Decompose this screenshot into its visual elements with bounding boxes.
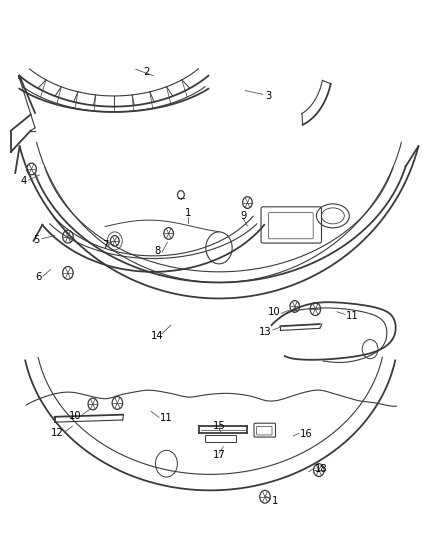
Text: 6: 6 — [35, 272, 42, 282]
Text: 16: 16 — [300, 430, 313, 439]
Text: 1: 1 — [185, 208, 191, 218]
Text: 18: 18 — [315, 464, 328, 474]
Text: 13: 13 — [259, 327, 272, 336]
Text: 11: 11 — [346, 311, 359, 320]
Text: 15: 15 — [212, 422, 226, 431]
Text: 9: 9 — [240, 211, 246, 221]
Text: 10: 10 — [68, 411, 81, 421]
Text: 2: 2 — [144, 67, 150, 77]
Text: 3: 3 — [265, 91, 271, 101]
Bar — [205, 435, 236, 442]
Text: 14: 14 — [152, 331, 164, 341]
Text: 4: 4 — [21, 176, 27, 186]
Text: 5: 5 — [33, 235, 39, 245]
Text: 7: 7 — [102, 240, 108, 250]
Text: 11: 11 — [160, 414, 173, 423]
Text: 17: 17 — [212, 450, 226, 459]
Text: 8: 8 — [155, 246, 161, 255]
Text: 1: 1 — [272, 496, 278, 506]
Text: 12: 12 — [51, 428, 64, 438]
Text: 10: 10 — [268, 307, 280, 317]
